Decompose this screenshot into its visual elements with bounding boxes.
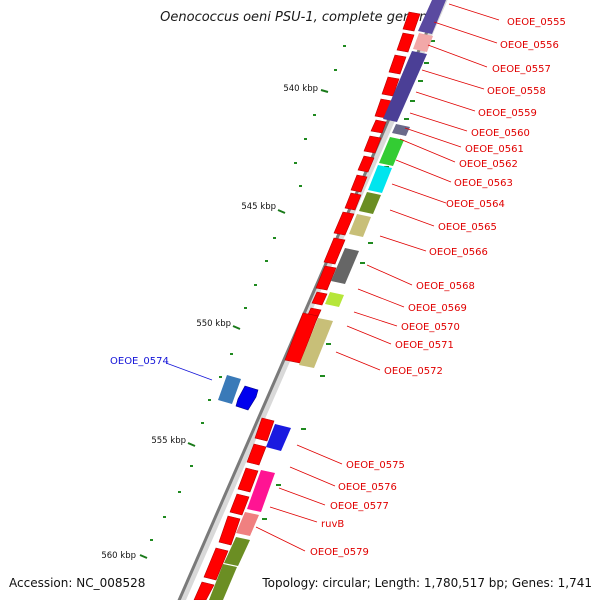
gene-feature	[396, 32, 415, 53]
gene-feature	[370, 119, 387, 134]
cog-block	[349, 214, 371, 237]
cog-block	[413, 33, 433, 52]
scale-label: 545 kbp	[241, 202, 276, 212]
gene-feature	[203, 547, 229, 581]
cog-block	[247, 470, 275, 512]
cds-features	[193, 11, 421, 600]
cog-block	[299, 318, 333, 368]
map-title: Oenococcus oeni PSU-1, complete genome	[160, 10, 440, 25]
cog-block	[209, 564, 237, 600]
gene-label: OEOE_0576	[338, 482, 397, 493]
gene-feature	[323, 237, 346, 265]
cog-block	[359, 192, 381, 214]
gene-label: OEOE_0566	[429, 247, 488, 258]
gene-feature	[388, 54, 407, 75]
gene-feature	[311, 291, 328, 306]
gene-label: OEOE_0570	[401, 322, 460, 333]
gene-feature	[246, 443, 267, 466]
gene-label: OEOE_0568	[416, 281, 475, 292]
scale-label: 540 kbp	[283, 84, 318, 94]
gene-feature	[344, 192, 362, 211]
gene-feature	[229, 493, 250, 516]
gene-label: ruvB	[321, 519, 344, 530]
accession-text: Accession: NC_008528	[9, 576, 146, 590]
cog-block	[392, 124, 410, 136]
cog-block	[236, 512, 259, 536]
scale-label: 550 kbp	[196, 319, 231, 329]
gene-label: OEOE_0562	[459, 159, 518, 170]
cog-block	[224, 537, 250, 566]
gene-label: OEOE_0571	[395, 340, 454, 351]
outer-tick-track	[150, 45, 346, 541]
gene-label-left: OEOE_0574	[110, 356, 169, 367]
gene-label: OEOE_0577	[330, 501, 389, 512]
gene-label: OEOE_0564	[446, 199, 505, 210]
left-strand-features	[218, 375, 259, 411]
gene-label: OEOE_0563	[454, 178, 513, 189]
gene-feature	[193, 581, 215, 600]
gene-label: OEOE_0572	[384, 366, 443, 377]
gene-feature	[315, 265, 337, 291]
gene-feature	[363, 135, 382, 154]
gene-feature	[402, 11, 421, 32]
gene-feature	[350, 174, 368, 193]
gene-feature	[235, 385, 259, 411]
gene-label: OEOE_0560	[471, 128, 530, 139]
cog-features	[209, 0, 446, 600]
gene-label: OEOE_0575	[346, 460, 405, 471]
cog-block	[368, 165, 392, 193]
gene-labels: OEOE_0555 OEOE_0556 OEOE_0557 OEOE_0558 …	[110, 17, 566, 558]
gene-feature	[254, 417, 275, 442]
gene-label: OEOE_0557	[492, 64, 551, 75]
gene-label: OEOE_0569	[408, 303, 467, 314]
gene-feature	[333, 211, 355, 236]
cog-block	[383, 51, 427, 122]
gene-feature	[237, 467, 259, 493]
gene-feature	[218, 515, 241, 546]
inner-tick-track	[262, 40, 435, 520]
topology-text: Topology: circular; Length: 1,780,517 bp…	[262, 576, 592, 590]
gene-label: OEOE_0561	[465, 144, 524, 155]
gene-label: OEOE_0579	[310, 547, 369, 558]
label-leaders	[165, 3, 500, 552]
scale-ticks: 540 kbp 545 kbp 550 kbp 555 kbp 560 kbp	[101, 84, 329, 561]
cog-block	[325, 292, 344, 307]
gene-label: OEOE_0555	[507, 17, 566, 28]
cog-block	[218, 375, 241, 404]
gene-label: OEOE_0565	[438, 222, 497, 233]
cog-block	[418, 0, 446, 34]
gene-label: OEOE_0559	[478, 108, 537, 119]
cog-block	[379, 137, 404, 166]
scale-label: 555 kbp	[151, 436, 186, 446]
cog-block	[266, 424, 291, 451]
scale-label: 560 kbp	[101, 551, 136, 561]
cog-block	[331, 248, 359, 284]
gene-label: OEOE_0556	[500, 40, 559, 51]
gene-feature	[357, 155, 375, 173]
gene-label: OEOE_0558	[487, 86, 546, 97]
